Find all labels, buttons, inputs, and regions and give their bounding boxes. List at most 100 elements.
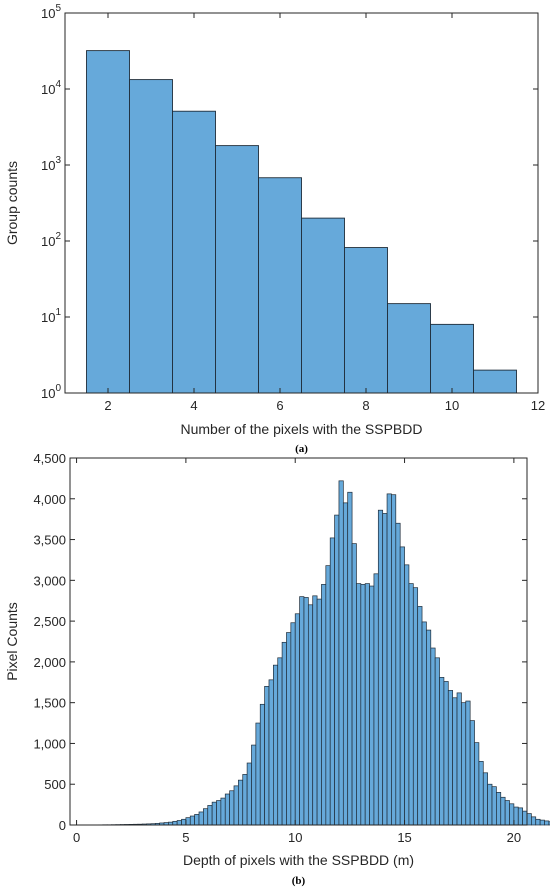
chart-a-bar [258, 177, 302, 394]
chart-b-bar [255, 722, 261, 826]
chart-b-bar [399, 546, 405, 826]
chart-b-bar [224, 793, 230, 826]
chart-b-bars [98, 480, 550, 826]
chart-b-bar [373, 573, 379, 826]
chart-a-y-tick-label: 102 [41, 231, 61, 249]
chart-b: 0 5 10 15 20 0 500 1,000 1,500 2,000 2,500 3,000 3,5… [4, 451, 550, 887]
chart-b-bar [251, 744, 257, 826]
chart-a-plot-frame [64, 12, 539, 394]
chart-b-bar [316, 598, 322, 826]
chart-b-bar [286, 632, 292, 826]
chart-b-bar [474, 742, 480, 826]
chart-b-y-tick-label: 500 [44, 777, 66, 792]
chart-b-bar [299, 596, 305, 826]
chart-b-bar [338, 480, 344, 826]
chart-b-y-tick-label: 2,500 [33, 614, 66, 629]
chart-a-y-tick-label: 100 [41, 383, 61, 401]
chart-b-bar [312, 595, 318, 826]
chart-b-bar [211, 801, 217, 826]
chart-a-y-tick-base: 10 [41, 234, 55, 249]
chart-a-bar [430, 323, 474, 394]
chart-a-y-tick-base: 10 [41, 386, 55, 401]
chart-b-bar [369, 585, 375, 826]
chart-b-y-tick-label: 1,500 [33, 696, 66, 711]
chart-a-bar [301, 217, 345, 394]
chart-b-bar [535, 818, 541, 826]
chart-b-bar [544, 820, 550, 826]
chart-b-bar [461, 702, 467, 826]
chart-b-bar [500, 796, 506, 826]
chart-a-y-tick-label: 105 [41, 3, 61, 21]
chart-b-bar [334, 514, 340, 826]
chart-b-x-axis-title: Depth of pixels with the SSPBDD (m) [183, 852, 414, 868]
chart-b-bar [421, 621, 427, 826]
chart-b-bar [443, 681, 449, 826]
chart-b-caption: (b) [292, 875, 306, 887]
chart-b-bar [290, 622, 296, 826]
chart-b-bar [548, 821, 550, 826]
chart-b-bar [391, 494, 397, 826]
chart-b-bar [417, 606, 423, 826]
chart-b-bar [513, 806, 519, 826]
chart-a-y-tick-exponent: 4 [55, 79, 61, 90]
chart-a-x-tick-label: 4 [190, 398, 197, 413]
chart-b-bar [273, 664, 279, 826]
chart-a-bar [473, 369, 517, 394]
chart-b-y-tick-label: 4,000 [33, 492, 66, 507]
chart-b-bar [351, 543, 357, 826]
chart-b-bar [395, 522, 401, 826]
chart-b-bar [386, 493, 392, 826]
chart-a-x-tick-label: 12 [531, 398, 545, 413]
chart-b-x-tick-label: 15 [397, 830, 411, 845]
chart-a-bars [86, 50, 517, 394]
chart-b-bar [329, 537, 335, 826]
chart-b-bar [264, 686, 270, 826]
chart-b-y-tick-label: 3,000 [33, 573, 66, 588]
chart-a-x-tick-label: 10 [445, 398, 459, 413]
chart-a-bar [387, 303, 431, 394]
chart-b-bar [342, 502, 349, 826]
chart-a-caption: (a) [295, 443, 308, 455]
chart-b-bar [482, 772, 488, 826]
chart-b-bar [491, 786, 497, 826]
chart-b-bar [447, 690, 454, 826]
chart-b-bar [531, 816, 537, 826]
chart-b-bar [325, 565, 331, 826]
chart-b-bar [509, 803, 515, 826]
chart-b-bar [347, 491, 353, 826]
chart-a-bar [129, 79, 173, 394]
chart-b-bar [408, 583, 414, 826]
chart-a-x-axis-title: Number of the pixels with the SSPBDD [181, 421, 423, 437]
chart-a-y-tick-exponent: 3 [55, 155, 61, 166]
chart-b-bar [426, 629, 432, 826]
chart-a-y-tick-base: 10 [41, 6, 55, 21]
chart-b-y-tick-label: 2,000 [33, 655, 66, 670]
chart-b-bar [456, 692, 462, 826]
chart-b-bar [229, 790, 235, 826]
chart-b-bar [469, 720, 475, 826]
chart-b-bar [382, 513, 388, 826]
chart-b-bar [220, 797, 226, 826]
chart-b-bar [216, 800, 222, 826]
chart-b-bar [194, 814, 200, 826]
chart-a-y-tick-base: 10 [41, 82, 55, 97]
chart-a-x-tick-label: 8 [362, 398, 369, 413]
chart-b-y-tick-label: 3,500 [33, 533, 66, 548]
chart-b-bar [412, 587, 419, 826]
chart-a-bar [86, 50, 130, 394]
chart-b-bar [176, 820, 182, 826]
chart-b-bar [452, 697, 458, 826]
chart-b-bar [233, 785, 239, 826]
chart-b-bar [246, 762, 252, 826]
chart-b-bar [172, 820, 178, 826]
chart-b-bar [181, 818, 187, 826]
chart-b-x-tick-label: 0 [73, 830, 80, 845]
chart-a-y-tick-base: 10 [41, 158, 55, 173]
chart-b-bar [259, 703, 265, 826]
chart-b-ticks: 0 5 10 15 20 0 500 1,000 1,500 2,000 2,500 3,000 3,5… [33, 451, 527, 845]
chart-b-bar [268, 679, 274, 826]
chart-a-bar [215, 145, 259, 394]
chart-a-bar [172, 110, 216, 394]
